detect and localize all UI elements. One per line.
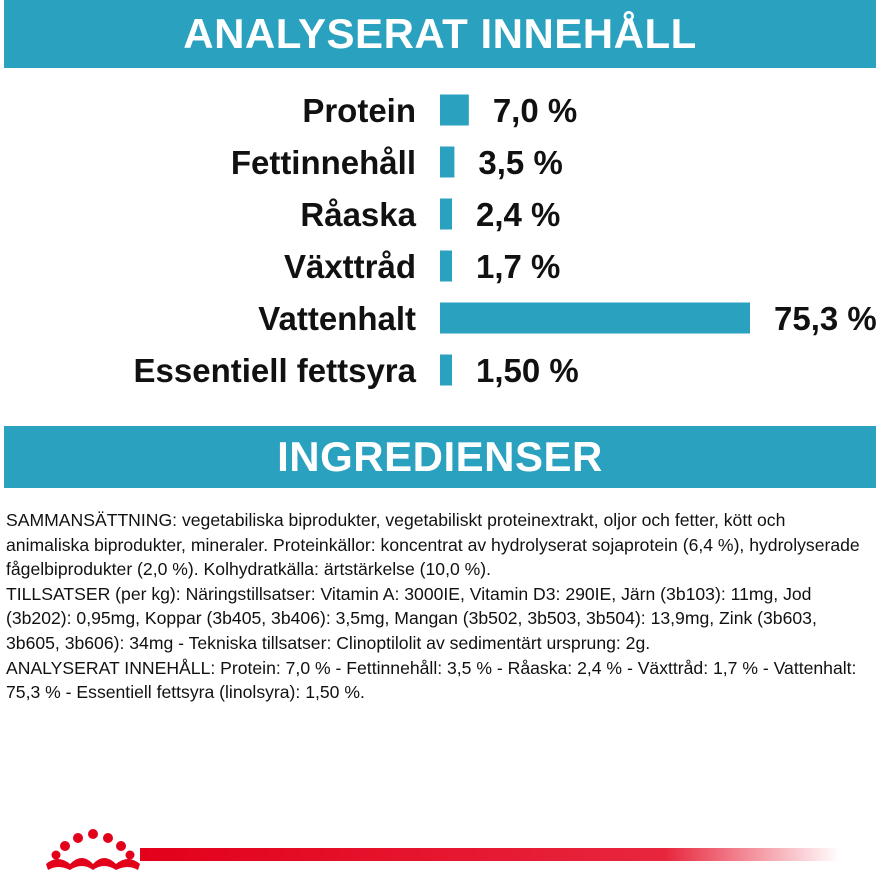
bar [440,146,455,178]
royal-canin-crown-icon [46,829,140,870]
value-label: 2,4 % [476,196,560,233]
value-label: 7,0 % [493,92,577,129]
bar [440,302,750,334]
analysis-header-title: ANALYSERAT INNEHÅLL [183,10,697,57]
value-label: 1,50 % [476,352,579,389]
value-label: 3,5 % [478,144,562,181]
value-label: 75,3 % [774,300,877,337]
category-label: Råaska [300,196,416,233]
value-label: 1,7 % [476,248,560,285]
category-label: Protein [302,92,416,129]
nutrient-bar-chart: Protein 7,0 % Fettinnehåll 3,5 % Råaska 2,4 %… [134,92,877,389]
chart-marks: Protein 7,0 % Fettinnehåll 3,5 % Råaska 2,4 %… [134,92,877,389]
category-label: Fettinnehåll [231,144,416,181]
ingredients-header-banner: INGREDIENSER [4,426,876,488]
footer [0,820,880,880]
bar [440,354,452,386]
ingredients-text: SAMMANSÄTTNING: vegetabiliska biprodukte… [6,510,860,703]
footer-red-line [140,848,840,861]
bar [440,94,469,126]
category-label: Växttråd [284,248,416,285]
ingredients-header-title: INGREDIENSER [277,433,603,480]
bar [440,198,452,230]
bar [440,250,452,282]
analysis-header-banner: ANALYSERAT INNEHÅLL [4,0,876,68]
category-label: Essentiell fettsyra [134,352,417,389]
category-label: Vattenhalt [258,300,416,337]
